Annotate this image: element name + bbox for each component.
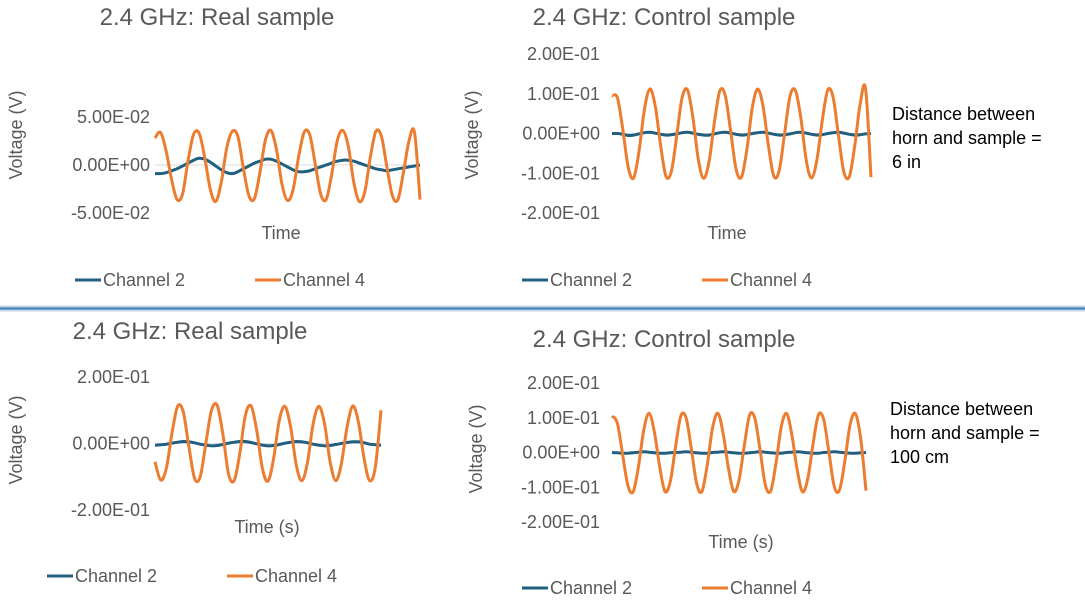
x-axis-label: Time	[261, 223, 300, 243]
series-line-channel-4	[610, 411, 868, 495]
legend-label: Channel 4	[730, 578, 812, 598]
legend-label: Channel 2	[75, 566, 157, 586]
chart: 2.4 GHz: Real sample Voltage (V) 2.00E-01 0…	[6, 318, 383, 586]
chart: 2.4 GHz: Control sample Voltage (V) 2.00E-…	[466, 326, 868, 598]
y-tick-label: 1.00E-01	[527, 408, 600, 428]
y-axis-label: Voltage (V)	[6, 90, 26, 179]
y-tick-label: -2.00E-01	[71, 500, 150, 520]
y-axis-label: Voltage (V)	[462, 90, 482, 179]
section-divider	[0, 305, 1085, 312]
distance-note-line: 100 cm	[890, 447, 950, 467]
series-line-channel-4	[153, 127, 422, 204]
chart-title: 2.4 GHz: Real sample	[100, 4, 335, 31]
y-tick-label: -1.00E-01	[521, 477, 600, 497]
series-line-channel-2	[611, 130, 872, 138]
y-tick-label: 2.00E-01	[527, 44, 600, 64]
y-axis-label: Voltage (V)	[466, 404, 486, 493]
y-tick-label: -2.00E-01	[521, 203, 600, 223]
series-line-channel-4	[153, 401, 383, 484]
distance-note-line: Distance between	[892, 104, 1036, 124]
distance-note-line: Distance between	[890, 399, 1034, 419]
y-tick-label: -2.00E-01	[521, 512, 600, 532]
legend-label: Channel 4	[283, 270, 365, 290]
distance-note-top: Distance between horn and sample = 6 in	[892, 102, 1042, 174]
distance-note-line: horn and sample =	[892, 128, 1042, 148]
distance-note-line: horn and sample =	[890, 423, 1040, 443]
y-tick-label: -5.00E-02	[71, 203, 150, 223]
series-line-channel-2	[154, 156, 421, 176]
y-tick-label: 0.00E+00	[72, 155, 150, 175]
x-axis-label: Time (s)	[234, 517, 299, 537]
legend-label: Channel 2	[103, 270, 185, 290]
y-tick-label: 2.00E-01	[527, 373, 600, 393]
legend-label: Channel 2	[550, 578, 632, 598]
x-axis-label: Time	[707, 223, 746, 243]
y-tick-label: 0.00E+00	[522, 443, 600, 463]
y-tick-label: 1.00E-01	[527, 84, 600, 104]
distance-note-bottom: Distance between horn and sample = 100 c…	[890, 397, 1040, 469]
y-tick-label: 0.00E+00	[72, 434, 150, 454]
y-tick-label: 5.00E-02	[77, 107, 150, 127]
y-tick-label: 0.00E+00	[522, 124, 600, 144]
chart-title: 2.4 GHz: Real sample	[73, 318, 308, 345]
distance-note-line: 6 in	[892, 152, 922, 172]
chart-title: 2.4 GHz: Control sample	[533, 326, 796, 353]
series-line-channel-2	[611, 450, 867, 455]
legend-label: Channel 4	[255, 566, 337, 586]
series-line-channel-4	[611, 83, 873, 181]
legend-label: Channel 2	[550, 270, 632, 290]
chart: 2.4 GHz: Control sample Voltage (V) 2.00E-…	[462, 4, 873, 290]
x-axis-label: Time (s)	[708, 532, 773, 552]
chart-title: 2.4 GHz: Control sample	[533, 4, 796, 31]
legend-label: Channel 4	[730, 270, 812, 290]
y-tick-label: -1.00E-01	[521, 163, 600, 183]
chart: 2.4 GHz: Real sample Voltage (V) 5.00E-02 0…	[6, 4, 422, 290]
y-tick-label: 2.00E-01	[77, 367, 150, 387]
y-axis-label: Voltage (V)	[6, 395, 26, 484]
